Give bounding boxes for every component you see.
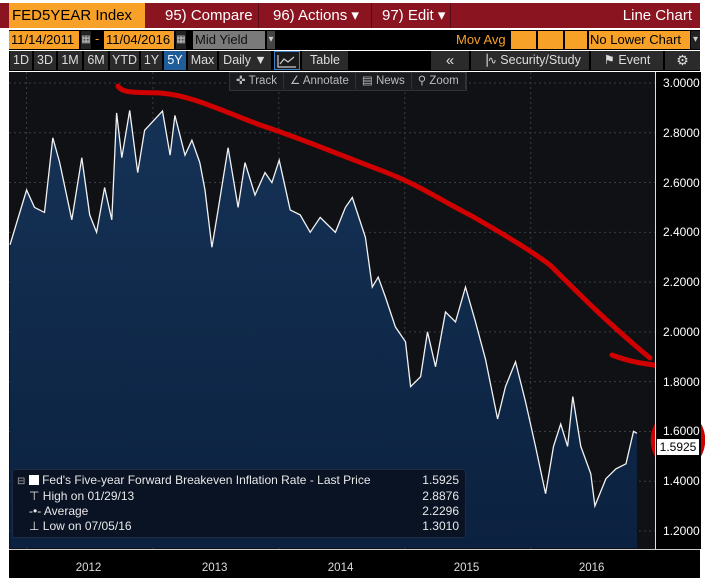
x-tick-label: 2013 <box>201 562 228 574</box>
chevron-down-icon[interactable]: ▾ <box>267 31 275 49</box>
lower-chart-select[interactable]: No Lower Chart <box>589 31 690 49</box>
y-tick-label: 2.2000 <box>663 275 700 290</box>
legend-average-label: Average <box>43 504 89 518</box>
y-tick-label: 1.8000 <box>663 374 700 389</box>
x-axis <box>9 549 700 578</box>
period-1d[interactable]: 1D <box>10 51 32 70</box>
y-tick-label: 1.4000 <box>663 474 700 489</box>
annotate-tool[interactable]: ∠ Annotate <box>284 73 356 89</box>
compare-menu[interactable]: 95) Compare <box>165 7 253 24</box>
legend-low-row: ⊥ Low on 07/05/16 1.3010 <box>29 519 459 534</box>
last-price-marker: 1.5925 <box>657 439 699 455</box>
y-tick-label: 2.4000 <box>663 225 700 240</box>
annotation-arrow <box>115 83 653 361</box>
zoom-tool[interactable]: ⚲ Zoom <box>412 73 466 89</box>
field-select[interactable]: Mid Yield <box>193 31 265 49</box>
period-max[interactable]: Max <box>188 51 217 70</box>
collapse-icon[interactable]: ⊟ <box>17 476 26 487</box>
view-title: Line Chart <box>622 7 692 24</box>
legend-series-row: ⊟ Fed's Five-year Forward Breakeven Infl… <box>17 473 459 488</box>
period-1y[interactable]: 1Y <box>141 51 162 70</box>
security-study-label: Security/Study <box>500 53 581 67</box>
security-study-button[interactable]: ▕∿ Security/Study <box>471 51 589 70</box>
table-button[interactable]: Table <box>302 51 348 70</box>
average-icon: -•- <box>29 504 42 518</box>
x-tick-label: 2012 <box>75 562 102 574</box>
y-tick-label: 1.2000 <box>663 524 700 538</box>
actions-menu[interactable]: 96) Actions ▾ <box>258 3 370 28</box>
flag-icon: ⚑ <box>603 53 615 67</box>
x-tick-label: 2016 <box>578 562 605 574</box>
legend[interactable]: ⊟ Fed's Five-year Forward Breakeven Infl… <box>12 469 466 538</box>
legend-high-value: 2.8876 <box>422 489 459 503</box>
ticker-field[interactable]: FED5YEAR Index <box>9 3 145 28</box>
date-separator: - <box>95 31 100 46</box>
calendar-icon[interactable]: ▦ <box>81 31 91 49</box>
y-tick-label: 2.6000 <box>663 175 700 190</box>
collapse-button[interactable]: « <box>431 51 469 70</box>
low-icon: ⊥ <box>29 519 40 533</box>
y-axis <box>655 72 701 549</box>
legend-low-label: Low on 07/05/16 <box>42 519 132 533</box>
y-tick-label: 2.8000 <box>663 125 700 140</box>
period-ytd[interactable]: YTD <box>110 51 139 70</box>
x-tick-label: 2014 <box>327 562 354 574</box>
period-3d[interactable]: 3D <box>34 51 56 70</box>
legend-last-price: 1.5925 <box>422 473 459 487</box>
start-date-field[interactable]: 11/14/2011 <box>9 31 79 49</box>
mov-avg-label: Mov Avg <box>456 32 506 47</box>
gear-icon[interactable]: ⚙ <box>665 51 700 70</box>
calendar-icon[interactable]: ▦ <box>176 31 186 49</box>
y-tick-label: 3.0000 <box>663 76 700 90</box>
legend-average-value: 2.2296 <box>422 504 459 518</box>
x-tick-label: 2015 <box>453 562 480 574</box>
chart-tools: ✜ Track ∠ Annotate ▤ News ⚲ Zoom <box>229 72 467 91</box>
chevron-down-icon[interactable]: ▾ <box>691 31 700 49</box>
mov-avg-field-1[interactable] <box>511 31 536 49</box>
legend-low-value: 1.3010 <box>422 519 459 533</box>
y-tick-label: 2.0000 <box>663 324 700 339</box>
mov-avg-field-3[interactable] <box>565 31 587 49</box>
track-tool[interactable]: ✜ Track <box>230 73 284 89</box>
line-chart-icon[interactable] <box>274 51 300 70</box>
study-icon: ▕∿ <box>479 55 497 67</box>
frequency-select[interactable]: Daily ▼ <box>219 51 271 70</box>
series-swatch <box>28 475 39 485</box>
series-line <box>9 109 638 509</box>
y-tick-label: 1.6000 <box>663 424 700 439</box>
event-button[interactable]: ⚑ Event <box>591 51 663 70</box>
legend-series-label: Fed's Five-year Forward Breakeven Inflat… <box>42 473 371 487</box>
legend-average-row: -•- Average 2.2296 <box>29 504 459 519</box>
news-tool[interactable]: ▤ News <box>356 73 412 89</box>
legend-high-label: High on 01/29/13 <box>42 489 135 503</box>
end-date-field[interactable]: 11/04/2016 <box>104 31 174 49</box>
series-area <box>10 110 637 549</box>
high-icon: ⊤ <box>29 489 40 503</box>
period-5y[interactable]: 5Y <box>164 51 186 70</box>
legend-high-row: ⊤ High on 01/29/13 2.8876 <box>29 489 459 504</box>
edit-menu[interactable]: 97) Edit ▾ <box>371 3 451 28</box>
period-6m[interactable]: 6M <box>84 51 108 70</box>
event-label: Event <box>618 53 651 67</box>
mov-avg-field-2[interactable] <box>538 31 563 49</box>
period-1m[interactable]: 1M <box>58 51 82 70</box>
